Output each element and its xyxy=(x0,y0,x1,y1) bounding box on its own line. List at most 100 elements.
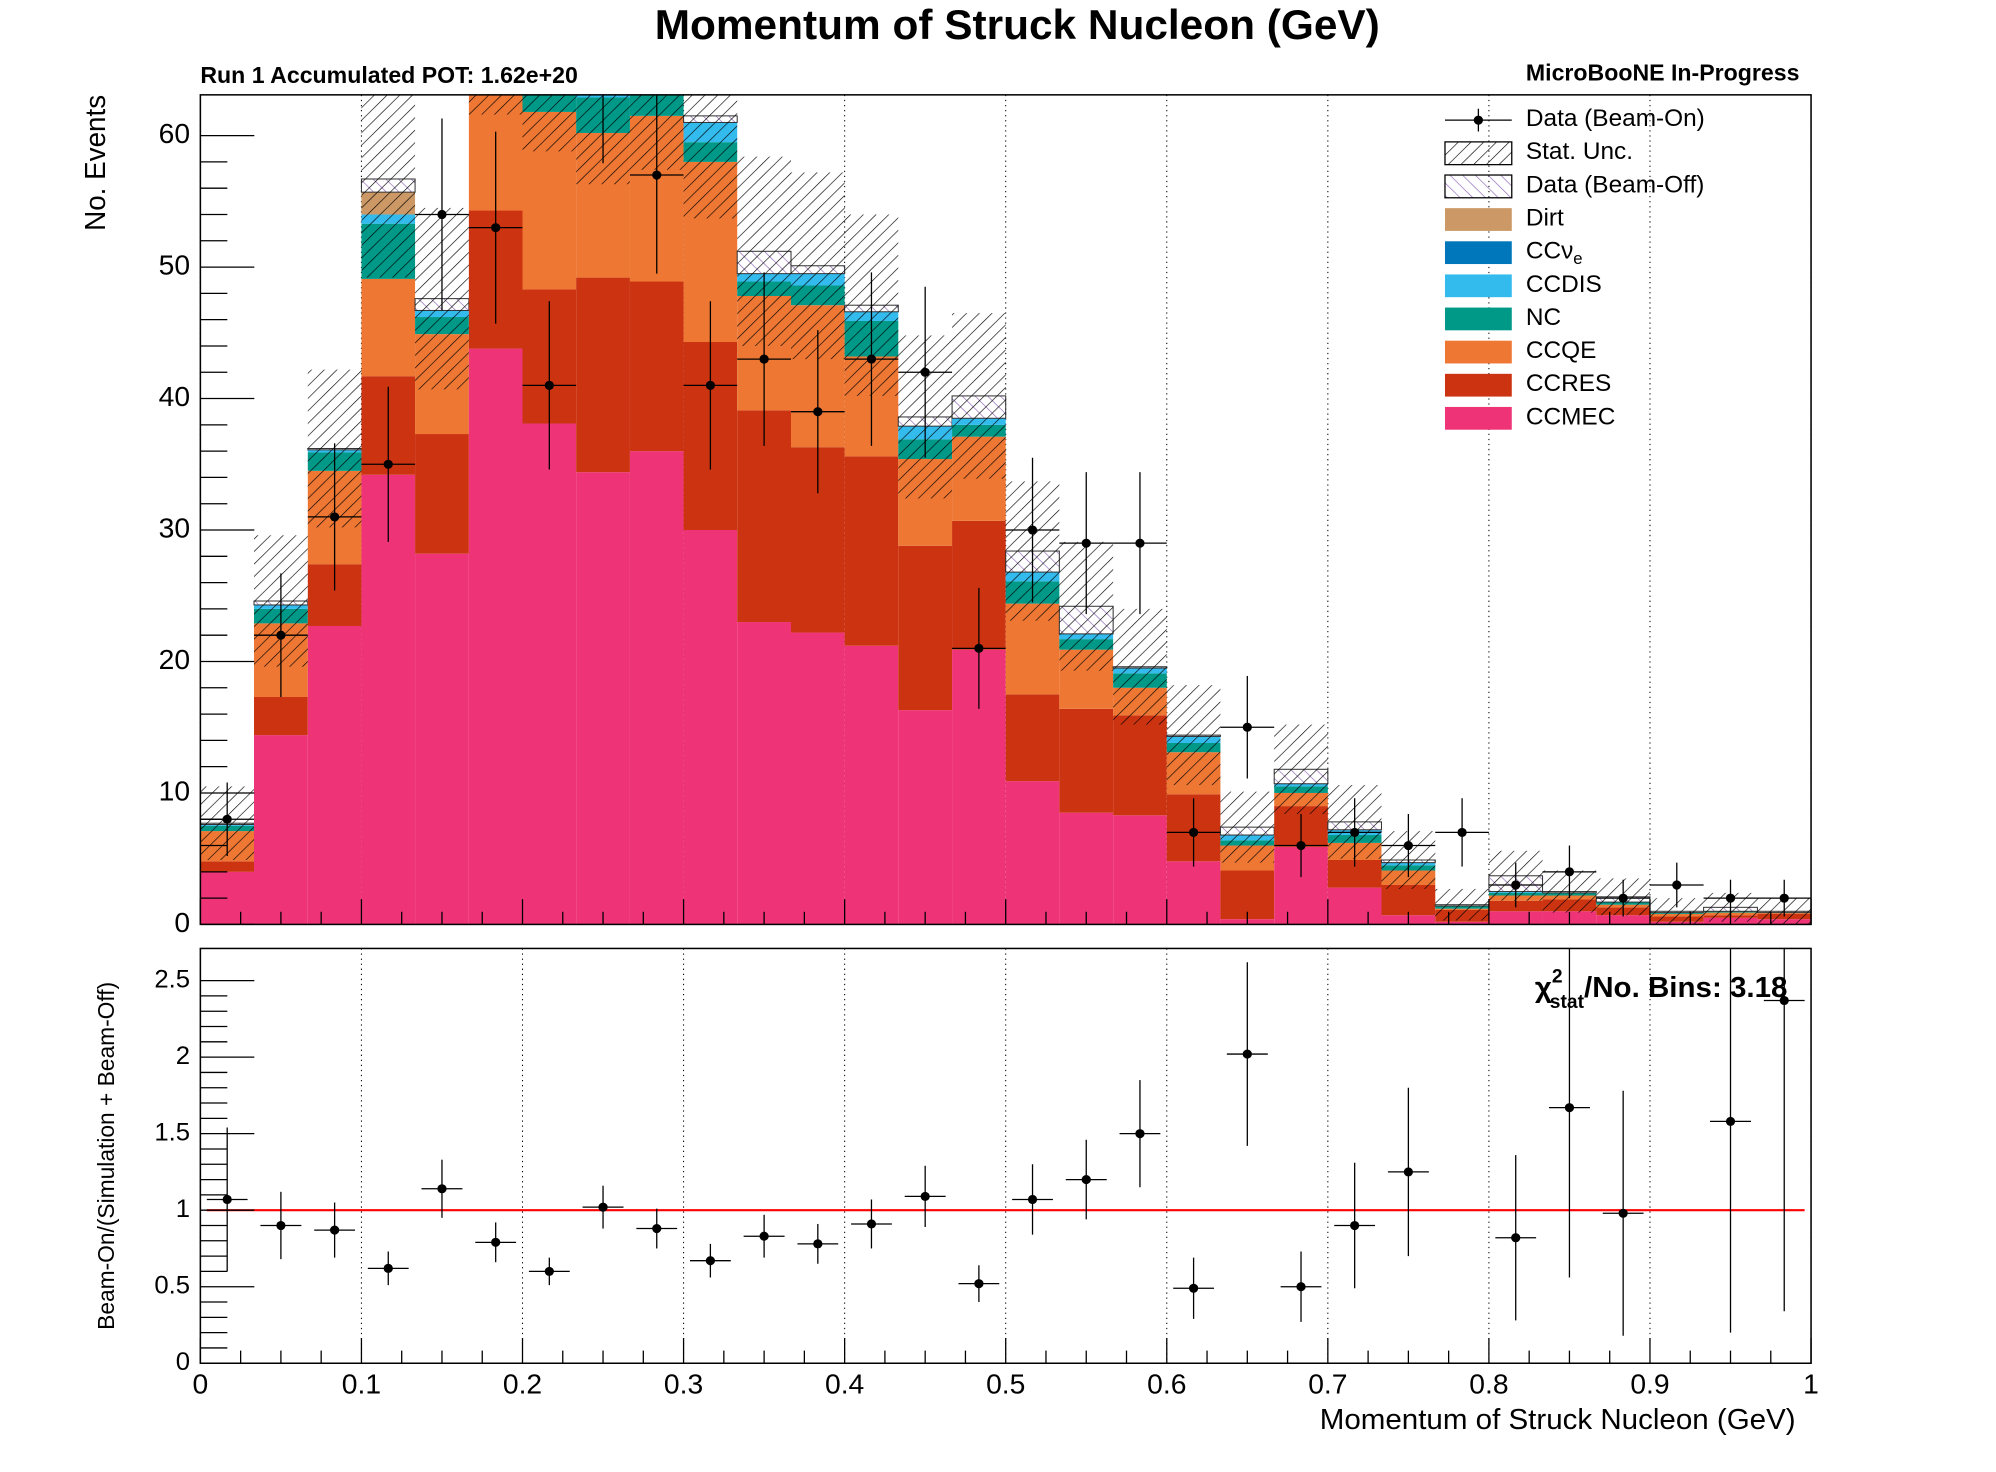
ratio-point xyxy=(1779,995,1789,1006)
stack-segment xyxy=(1005,694,1060,782)
plot-area xyxy=(206,948,1805,1336)
x-tick-label: 0 xyxy=(193,1369,209,1400)
stack-segment xyxy=(415,553,469,925)
stack-segment xyxy=(1327,887,1382,925)
stack-segment xyxy=(361,474,416,925)
legend-swatch xyxy=(1444,406,1512,430)
legend-swatch xyxy=(1444,241,1512,265)
data-point xyxy=(1457,827,1467,837)
stack-segment xyxy=(468,348,523,925)
ratio-point xyxy=(1296,1282,1306,1292)
stack-segment xyxy=(307,625,362,925)
legend-text: Data (Beam-On) xyxy=(1526,106,1705,133)
stack-segment xyxy=(1488,911,1543,925)
legend-text: CCMEC xyxy=(1526,404,1615,431)
legend-text: CCDIS xyxy=(1526,271,1602,298)
ratio-point xyxy=(1403,1167,1413,1177)
ratio-point xyxy=(1188,1283,1199,1293)
data-point xyxy=(1779,893,1789,903)
ratio-point xyxy=(759,1231,769,1241)
ratio-point xyxy=(222,1194,232,1205)
ratio-point xyxy=(491,1237,501,1247)
data-point xyxy=(1403,840,1413,851)
legend-label: Stat. Unc. xyxy=(1526,139,1633,166)
ratio-point xyxy=(1725,1116,1736,1126)
legend-label: CCMEC xyxy=(1526,404,1615,431)
stack-segment xyxy=(361,278,416,377)
stat-unc-band xyxy=(1220,791,1275,863)
ratio-point xyxy=(920,1191,930,1201)
legend-marker xyxy=(1473,115,1483,125)
stack-segment xyxy=(629,281,684,452)
x-tick-label: 0.4 xyxy=(825,1369,864,1400)
ratio-point xyxy=(329,1225,340,1235)
stack-segment xyxy=(415,434,469,554)
ratio-point xyxy=(1081,1175,1091,1185)
y-tick-label: 0.5 xyxy=(154,1272,190,1300)
legend-text: CCν xyxy=(1526,238,1573,265)
stack-segment xyxy=(1381,884,1436,916)
stat-unc-band xyxy=(468,94,523,115)
data-point xyxy=(329,512,340,522)
subtitle: Run 1 Accumulated POT: 1.62e+20 xyxy=(200,62,577,88)
stack-segment xyxy=(791,632,845,925)
ratio-point xyxy=(1618,1208,1628,1218)
stack-segment xyxy=(1113,715,1167,816)
x-tick-label: 0.3 xyxy=(664,1369,703,1400)
legend-label: CCQE xyxy=(1526,338,1596,365)
data-point xyxy=(1027,525,1038,535)
legend-text: Dirt xyxy=(1526,205,1564,232)
stat-unc-band xyxy=(683,94,738,219)
ratio-point xyxy=(1027,1194,1038,1205)
annotation: χ2 stat/No. Bins: 3.18 xyxy=(1535,967,1788,1013)
y-tick-label: 0 xyxy=(176,1348,190,1376)
ratio-point xyxy=(866,1219,877,1229)
data-point xyxy=(1725,893,1736,903)
legend-text: Stat. Unc. xyxy=(1526,139,1633,166)
ratio-point xyxy=(1350,1220,1360,1231)
ratio-point xyxy=(705,1256,716,1266)
legend-label: CCDIS xyxy=(1526,271,1602,298)
annotation-text: /No. Bins: 3.18 xyxy=(1584,971,1787,1004)
tag: MicroBooNE In-Progress xyxy=(1526,60,1800,86)
data-point xyxy=(920,367,930,377)
legend-label: CCRES xyxy=(1526,371,1611,398)
data-point xyxy=(1135,538,1145,548)
data-point xyxy=(1188,827,1199,837)
legend-text: Data (Beam-Off) xyxy=(1526,172,1704,199)
ratio-point xyxy=(383,1263,393,1273)
data-point xyxy=(1672,880,1682,890)
x-tick-label: 1 xyxy=(1803,1369,1819,1400)
data-point xyxy=(437,209,447,220)
legend: Data (Beam-On) Stat. Unc. Data (Beam-Off) D… xyxy=(1444,106,1705,431)
stack-segment xyxy=(1059,708,1114,813)
legend-swatch xyxy=(1444,174,1513,199)
ratio-point xyxy=(1242,1049,1252,1059)
legend-label: Dirt xyxy=(1526,205,1564,232)
y-tick-label: 2 xyxy=(176,1042,190,1070)
stack-segment xyxy=(522,423,577,925)
y-axis-label: Beam-On/(Simulation + Beam-Off) xyxy=(93,982,119,1330)
legend-text: CCQE xyxy=(1526,338,1596,365)
chart-title: Momentum of Struck Nucleon (GeV) xyxy=(655,1,1380,48)
data-point xyxy=(1242,722,1252,732)
legend-swatch xyxy=(1444,373,1512,397)
x-axis-label: Momentum of Struck Nucleon (GeV) xyxy=(1320,1403,1796,1436)
x-tick-label: 0.6 xyxy=(1147,1369,1186,1400)
stat-unc-band xyxy=(361,94,416,278)
ratio-point xyxy=(544,1266,554,1276)
y-tick-label: 10 xyxy=(159,775,190,806)
y-tick-label: 40 xyxy=(159,381,190,412)
annotation-symbol: χ xyxy=(1535,971,1552,1004)
y-axis-label: No. Events xyxy=(80,95,111,231)
stack-segment xyxy=(737,622,792,925)
x-tick-label: 0.5 xyxy=(986,1369,1025,1400)
x-tick-label: 0.9 xyxy=(1630,1369,1669,1400)
stack-segment xyxy=(1220,870,1275,920)
y-tick-label: 60 xyxy=(159,118,190,149)
stat-unc-band xyxy=(1113,608,1167,725)
legend-label: Data (Beam-On) xyxy=(1526,106,1705,133)
y-tick-label: 20 xyxy=(159,644,190,675)
legend-subscript: e xyxy=(1573,250,1582,269)
